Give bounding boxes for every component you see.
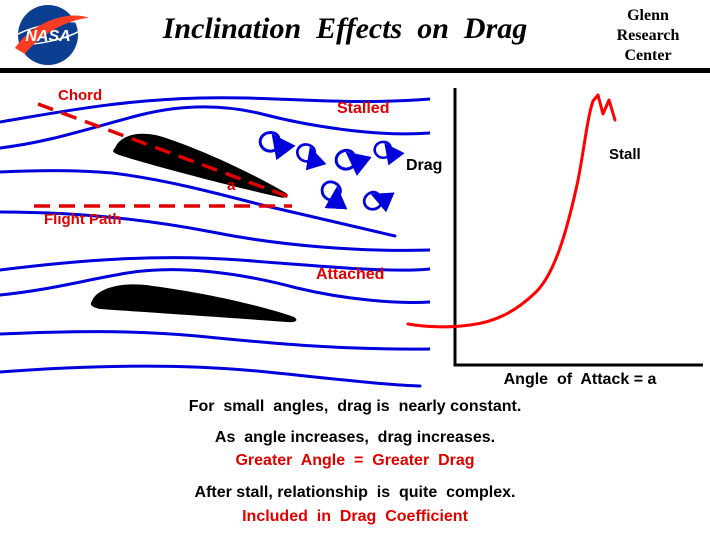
logo-swoosh [15,15,89,54]
flight-path-label: Flight Path [44,211,122,228]
graph-axes [453,88,703,367]
org-line-2: Research [616,27,680,44]
vortex-swirl-icons [260,132,390,212]
attached-streamlines [0,256,430,388]
header-divider [0,68,710,73]
page-title: Inclination Effects on Drag [162,12,528,45]
stalled-label: Stalled [337,100,390,117]
nasa-logo: NASA [10,3,94,67]
stalled-streamlines [0,96,430,252]
drag-graph [406,88,703,367]
logo-text: NASA [25,28,70,45]
org-line-1: Glenn [627,7,669,24]
attached-airfoil [90,284,297,323]
airflow-diagram [0,96,430,388]
graph-xlabel: Angle of Attack = a [503,371,657,388]
caption-small-angles: For small angles, drag is nearly constan… [188,398,522,415]
caption-greater-angle: Greater Angle = Greater Drag [235,452,475,469]
org-name: Glenn Research Center [598,6,698,66]
org-line-3: Center [624,47,672,64]
chord-line [37,102,293,200]
attached-label: Attached [316,266,385,283]
caption-after-stall: After stall, relationship is quite compl… [194,484,516,501]
stall-annotation: Stall [609,146,641,163]
caption-angle-increases: As angle increases, drag increases. [214,429,496,446]
graph-ylabel: Drag [406,157,443,174]
nasa-meatball-icon: NASA [11,5,89,65]
caption-drag-coefficient: Included in Drag Coefficient [242,508,468,525]
angle-of-attack-symbol: a [227,177,236,194]
chord-label: Chord [58,87,103,104]
drag-curve [406,93,617,329]
